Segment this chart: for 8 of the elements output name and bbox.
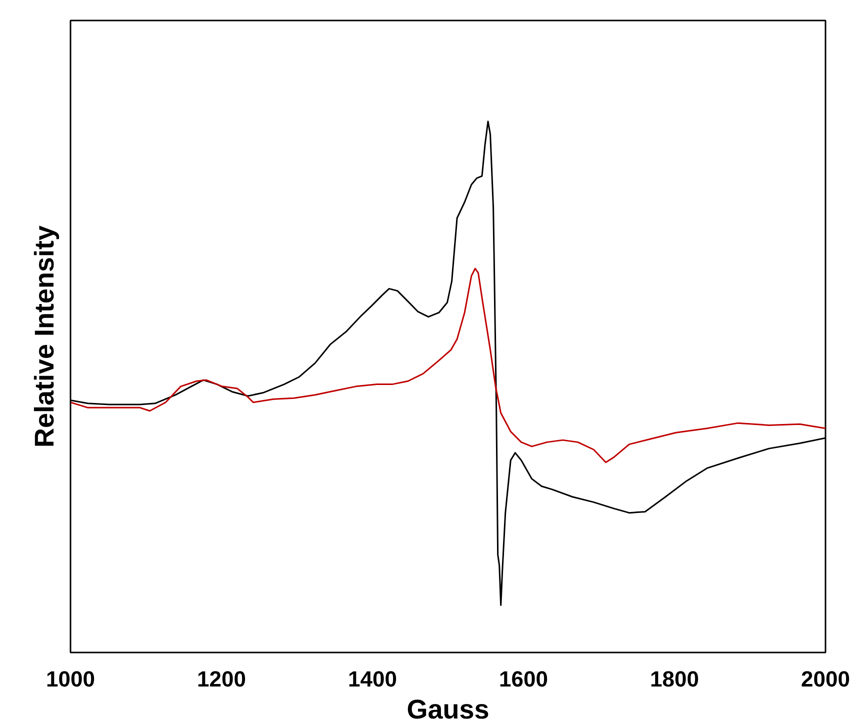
x-tick-label: 1600 bbox=[499, 666, 548, 692]
x-tick-label: 1400 bbox=[348, 666, 397, 692]
x-tick-label: 1000 bbox=[46, 666, 95, 692]
x-axis-title: Gauss bbox=[406, 694, 490, 724]
x-tick-label: 1200 bbox=[197, 666, 246, 692]
x-tick-label: 2000 bbox=[801, 666, 850, 692]
y-axis-title: Relative Intensity bbox=[30, 225, 60, 448]
x-tick-label: 1800 bbox=[650, 666, 699, 692]
